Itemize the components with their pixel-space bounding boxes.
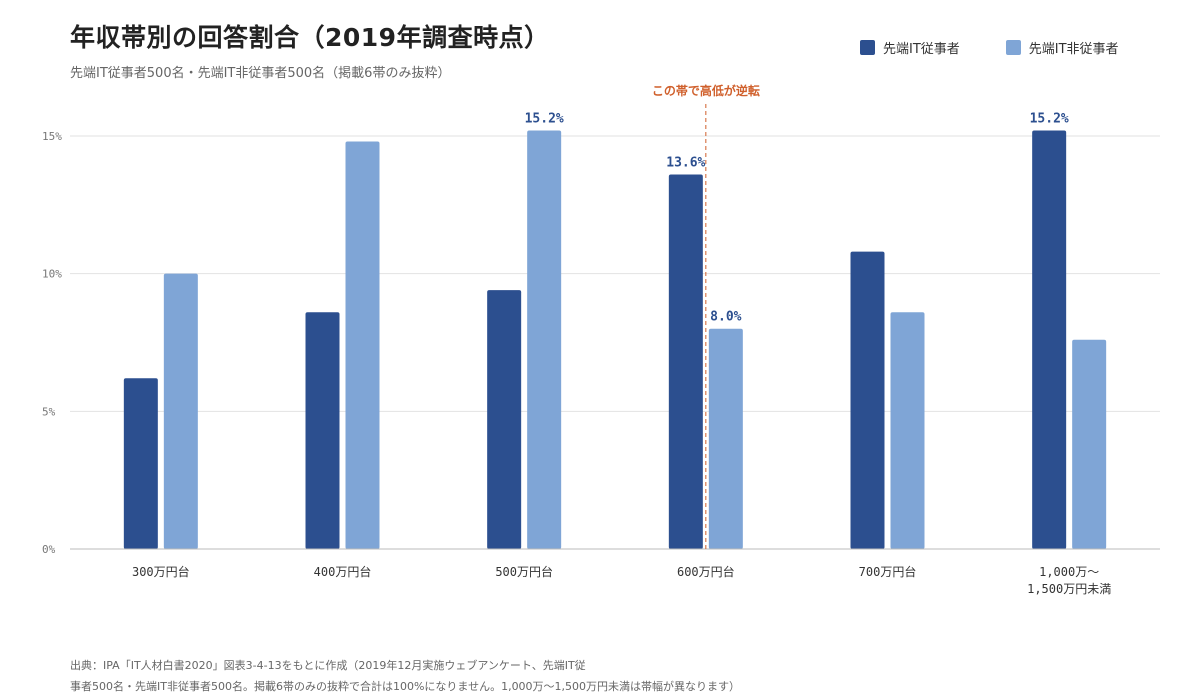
x-tick-label: 600万円台 bbox=[677, 564, 735, 579]
bar bbox=[1072, 339, 1107, 549]
legend-swatch-advanced-it bbox=[860, 40, 875, 55]
bar bbox=[345, 141, 380, 550]
x-tick-label: 500万円台 bbox=[495, 564, 553, 579]
legend-label-non-advanced-it: 先端IT非従事者 bbox=[1028, 42, 1119, 57]
legend: 先端IT従事者 先端IT非従事者 bbox=[860, 38, 1119, 57]
bar bbox=[163, 273, 198, 549]
chart-title: 年収帯別の回答割合（2019年調査時点） bbox=[70, 23, 550, 52]
data-label: 15.2% bbox=[1030, 111, 1069, 126]
data-label: 15.2% bbox=[525, 111, 564, 126]
y-tick-label: 0% bbox=[42, 543, 56, 556]
annotation-label: この帯で高低が逆転 bbox=[652, 83, 760, 98]
bar bbox=[890, 312, 925, 549]
legend-label-advanced-it: 先端IT従事者 bbox=[883, 42, 960, 57]
chart-subtitle: 先端IT従事者500名・先端IT非従事者500名（掲載6帯のみ抜粋） bbox=[70, 66, 451, 81]
data-label: 13.6% bbox=[666, 156, 705, 171]
y-tick-label: 15% bbox=[42, 130, 62, 143]
source-line: 出典：IPA「IT人材白書2020」図表3-4-13をもとに作成（2019年12… bbox=[70, 659, 586, 672]
x-tick-label: 300万円台 bbox=[132, 564, 190, 579]
bar bbox=[487, 290, 522, 549]
legend-swatch-non-advanced-it bbox=[1005, 40, 1021, 55]
bar bbox=[305, 312, 340, 549]
bar bbox=[527, 130, 562, 549]
bar bbox=[668, 174, 703, 549]
bar bbox=[850, 251, 885, 549]
x-tick-label: 1,500万円未満 bbox=[1027, 582, 1111, 596]
source-line: 事者500名・先端IT非従事者500名。掲載6帯のみの抜粋で合計は100%になり… bbox=[70, 680, 741, 693]
x-tick-label: 1,000万～ bbox=[1039, 565, 1099, 579]
legend-item-advanced-it: 先端IT従事者 bbox=[860, 38, 960, 57]
data-label: 8.0% bbox=[710, 310, 741, 325]
bar bbox=[1032, 130, 1067, 549]
bar bbox=[123, 378, 158, 549]
source-note: 出典：IPA「IT人材白書2020」図表3-4-13をもとに作成（2019年12… bbox=[70, 655, 1070, 697]
legend-item-non-advanced-it: 先端IT非従事者 bbox=[1005, 38, 1119, 57]
bar bbox=[708, 328, 743, 549]
bar-chart: 0% 5% 10% 15% 300万円台 400万円台 500万円台 600万円台 700万円台… bbox=[42, 83, 1160, 596]
x-tick-label: 400万円台 bbox=[314, 564, 372, 579]
y-tick-label: 10% bbox=[42, 268, 62, 281]
x-tick-label: 700万円台 bbox=[859, 564, 917, 579]
y-tick-label: 5% bbox=[42, 405, 56, 418]
